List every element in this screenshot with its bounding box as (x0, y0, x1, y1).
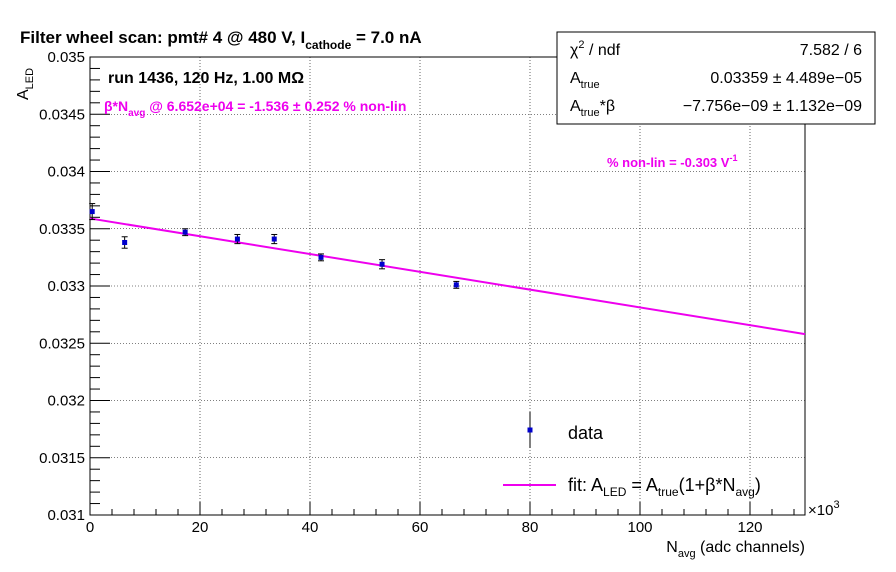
nonlin-annotation: % non-lin = -0.303 V-1 (607, 153, 737, 170)
x-tick-label: 100 (627, 519, 652, 536)
x-tick-label: 40 (302, 519, 319, 536)
tick-labels: 0 20 40 60 80 100 120 0.031 0.0315 0.032 0.0325 0.0… (39, 49, 762, 536)
x-tick-label: 60 (412, 519, 429, 536)
data-marker (379, 261, 385, 267)
data-marker (453, 282, 459, 288)
y-tick-label: 0.033 (47, 278, 85, 295)
data-marker (271, 236, 277, 242)
y-tick-label: 0.035 (47, 49, 85, 66)
stats-row-beta-label: Atrue*β (570, 98, 615, 119)
data-point (318, 253, 324, 262)
fit-line (89, 217, 806, 336)
legend-fit-label: fit: ALED = Atrue(1+β*Navg) (568, 475, 761, 499)
y-tick-label: 0.0335 (39, 221, 85, 238)
data-marker (122, 239, 128, 245)
legend-data-marker (527, 412, 533, 448)
stats-row-chi2-label: χ2 / ndf (570, 39, 621, 59)
data-point (271, 233, 278, 245)
stats-row-atrue-value: 0.03359 ± 4.489e−05 (710, 70, 862, 87)
stats-row-beta-value: −7.756e−09 ± 1.132e−09 (683, 98, 862, 115)
data-point (453, 280, 460, 289)
data-point (121, 236, 128, 249)
y-tick-label: 0.032 (47, 393, 85, 410)
y-tick-label: 0.0345 (39, 106, 85, 123)
data-marker (234, 236, 240, 242)
data-points (89, 203, 460, 289)
x-axis-multiplier: ×103 (808, 499, 840, 519)
x-axis-label: Navg (adc channels) (666, 539, 805, 560)
legend: data fit: ALED = Atrue(1+β*Navg) (503, 412, 761, 499)
data-marker (182, 229, 188, 235)
y-tick-label: 0.034 (47, 164, 85, 181)
data-marker (89, 209, 95, 215)
data-point (379, 259, 386, 270)
axis-ticks (89, 56, 795, 516)
y-tick-label: 0.0315 (39, 450, 85, 467)
stats-box-frame (556, 31, 876, 125)
legend-data-label: data (568, 423, 604, 443)
x-tick-label: 120 (737, 519, 762, 536)
x-tick-label: 20 (192, 519, 209, 536)
y-tick-label: 0.031 (47, 507, 85, 524)
run-annotation: run 1436, 120 Hz, 1.00 MΩ (108, 70, 304, 87)
chart-title: Filter wheel scan: pmt# 4 @ 480 V, Icath… (20, 28, 422, 52)
x-tick-label: 0 (86, 519, 94, 536)
data-point (89, 203, 96, 221)
y-axis-label: ALED (15, 68, 36, 100)
y-tick-label: 0.0325 (39, 335, 85, 352)
stats-row-chi2-value: 7.582 / 6 (800, 42, 862, 59)
x-tick-label: 80 (522, 519, 539, 536)
fit-curve (89, 217, 806, 336)
data-point (182, 228, 189, 237)
beta-annotation: β*Navg @ 6.652e+04 = -1.536 ± 0.252 % no… (104, 98, 406, 119)
stats-box: χ2 / ndf 7.582 / 6 Atrue 0.03359 ± 4.489… (556, 31, 876, 125)
data-marker (318, 254, 324, 260)
stats-row-atrue-label: Atrue (570, 70, 600, 91)
data-point (234, 233, 241, 245)
